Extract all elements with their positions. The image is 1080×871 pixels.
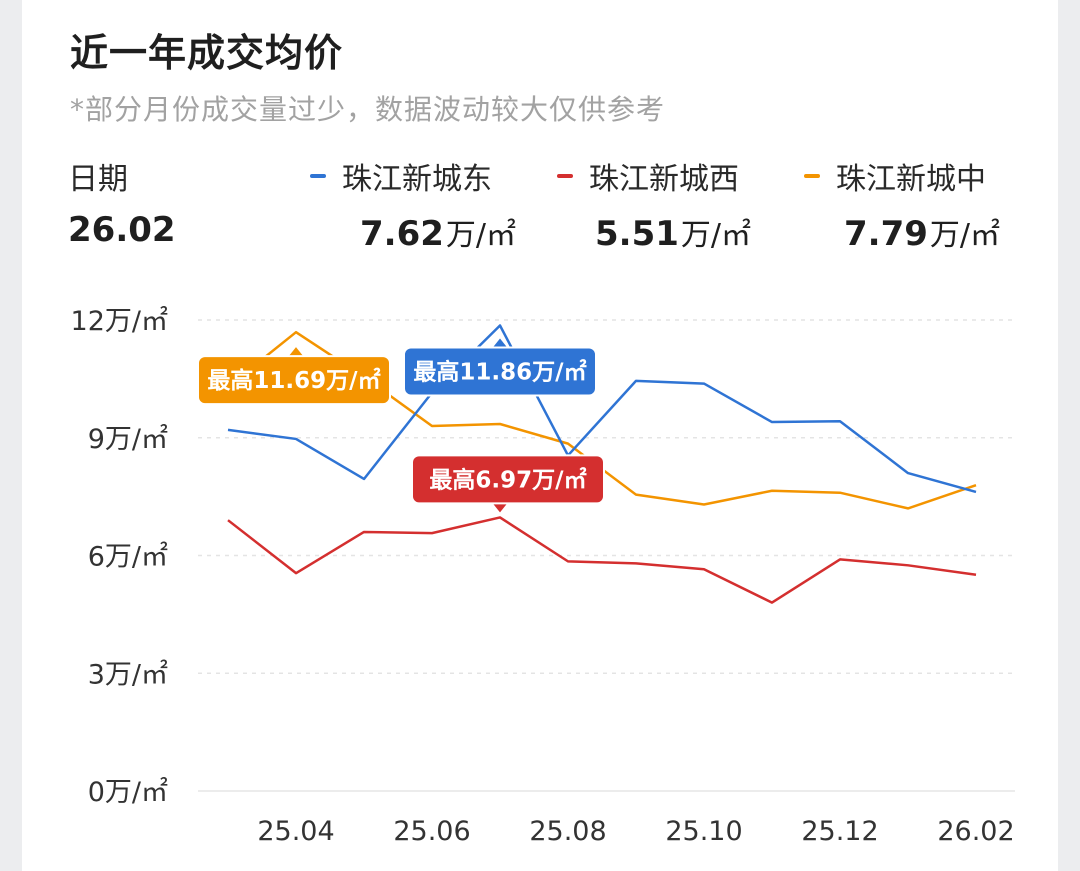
legend-unit-east: 万/㎡ [445, 218, 516, 253]
callout-label: 最高11.86万/㎡ [413, 358, 586, 385]
callout-box [197, 355, 391, 406]
legend-item-west[interactable]: 珠江新城西 5.51万/㎡ [557, 154, 751, 254]
x-tick-label: 25.04 [257, 816, 334, 847]
x-tick-label: 25.08 [529, 816, 606, 847]
legend-number-central: 7.79 [844, 214, 928, 254]
date-label: 日期 [68, 162, 128, 197]
series-line-1 [227, 516, 977, 604]
y-tick-label: 0万/㎡ [88, 777, 168, 808]
legend-value-west: 5.51万/㎡ [595, 210, 751, 254]
date-value: 26.02 [68, 210, 176, 250]
legend-item-east[interactable]: 珠江新城东 7.62万/㎡ [310, 154, 516, 254]
peak-callout-0: 最高11.86万/㎡ [403, 338, 597, 397]
peak-callout-2: 最高11.69万/㎡ [197, 347, 391, 406]
x-tick-label: 26.02 [937, 816, 1014, 847]
callout-pointer [492, 502, 508, 513]
legend-swatch-west [557, 174, 573, 178]
x-tick-label: 25.06 [393, 816, 470, 847]
legend-item-central[interactable]: 珠江新城中 7.79万/㎡ [804, 154, 1000, 254]
legend-label-west: 珠江新城西 [589, 162, 739, 197]
chart-title: 近一年成交均价 [70, 31, 344, 75]
series-line-0 [227, 324, 977, 494]
callout-pointer [288, 347, 304, 358]
legend-number-west: 5.51 [595, 214, 679, 254]
peak-callout-1: 最高6.97万/㎡ [411, 454, 605, 513]
legend-number-east: 7.62 [360, 214, 444, 254]
legend-swatch-central [804, 174, 820, 178]
legend-unit-west: 万/㎡ [680, 218, 751, 253]
x-tick-label: 25.10 [665, 816, 742, 847]
legend-label-east: 珠江新城东 [342, 162, 492, 197]
callout-label: 最高6.97万/㎡ [429, 466, 586, 493]
x-tick-label: 25.12 [801, 816, 878, 847]
y-tick-label: 12万/㎡ [71, 306, 168, 337]
callout-box [411, 454, 605, 505]
legend-unit-central: 万/㎡ [929, 218, 1000, 253]
callout-pointer [492, 338, 508, 349]
chart-card: 近一年成交均价 *部分月份成交量过少，数据波动较大仅供参考 日期 26.02 珠… [22, 0, 1058, 871]
y-tick-label: 6万/㎡ [88, 542, 168, 573]
legend-value-east: 7.62万/㎡ [360, 210, 516, 254]
chart-subtitle: *部分月份成交量过少，数据波动较大仅供参考 [70, 93, 666, 126]
y-tick-label: 9万/㎡ [88, 424, 168, 455]
legend-value-central: 7.79万/㎡ [844, 210, 1000, 254]
legend-label-central: 珠江新城中 [836, 162, 986, 197]
callout-label: 最高11.69万/㎡ [207, 367, 380, 394]
callout-box [403, 346, 597, 397]
y-tick-label: 3万/㎡ [88, 659, 168, 690]
legend-swatch-east [310, 174, 326, 178]
